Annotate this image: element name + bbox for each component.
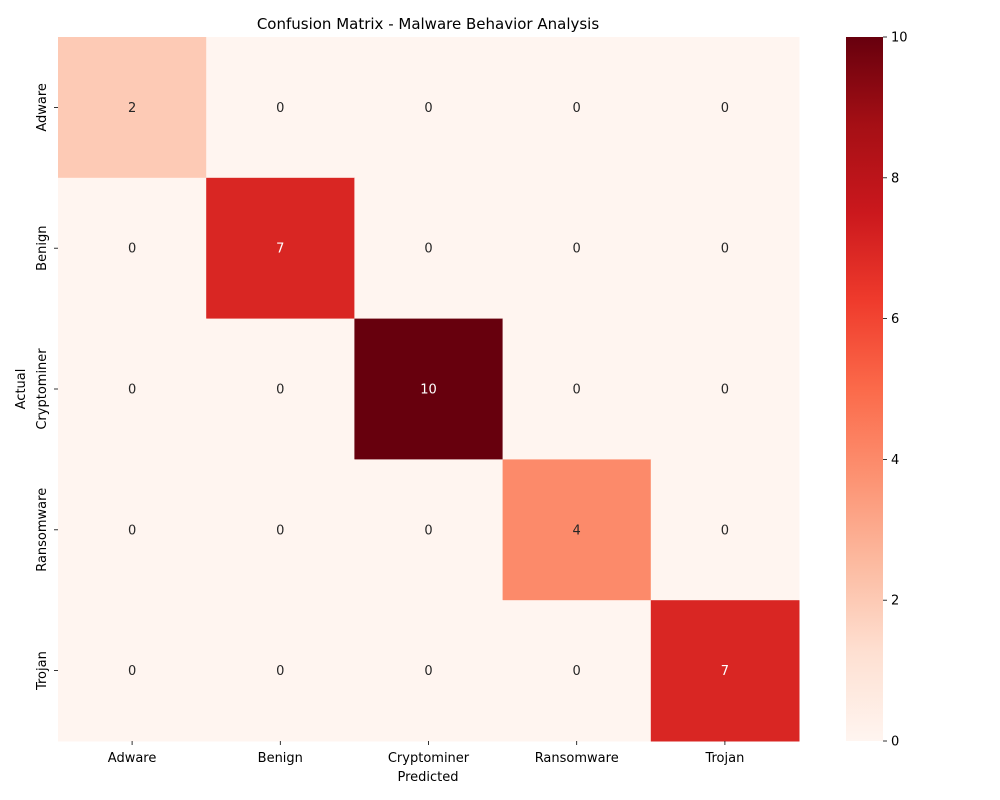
x-tick-label: Benign: [258, 751, 303, 766]
cell-value-label: 0: [573, 101, 581, 116]
heatmap-cell: [354, 459, 504, 601]
x-tick-label: Trojan: [704, 751, 744, 766]
heatmap-cell: [502, 37, 652, 179]
heatmap-cell: [58, 37, 207, 179]
x-axis-label: Predicted: [397, 770, 458, 785]
cell-value-label: 0: [424, 242, 432, 257]
x-tick-label: Ransomware: [535, 751, 619, 766]
cell-value-label: 0: [276, 523, 284, 538]
heatmap-cell: [650, 177, 800, 320]
cell-value-label: 0: [128, 383, 136, 398]
heatmap-cell: [354, 318, 504, 460]
y-tick-label: Benign: [35, 226, 50, 271]
x-tick-label: Adware: [108, 751, 157, 766]
x-tick-label: Cryptominer: [388, 751, 470, 766]
heatmap-cell: [650, 600, 800, 742]
heatmap-cell: [650, 459, 800, 601]
heatmap-cells: 2 0 0 0 0 0 7 0 0 0 0 0 10 0 0 0 0 0 4 0 0 0 0 0 7: [58, 37, 800, 742]
colorbar-tick-label: 2: [891, 594, 899, 609]
heatmap-cell: [650, 37, 800, 179]
colorbar-axis: 0 2 4 6 8 10: [883, 31, 908, 750]
cell-value-label: 0: [128, 664, 136, 679]
heatmap-cell: [58, 600, 207, 742]
heatmap-cell: [58, 177, 207, 320]
colorbar-tick-label: 6: [891, 312, 899, 327]
y-tick-label: Ransomware: [35, 488, 50, 572]
colorbar-tick-label: 0: [891, 735, 899, 750]
cell-value-label: 7: [276, 242, 284, 257]
heatmap-cell: [58, 318, 207, 460]
chart-title: Confusion Matrix - Malware Behavior Anal…: [257, 15, 600, 33]
y-axis-label: Actual: [14, 369, 29, 410]
heatmap-cell: [206, 600, 355, 742]
colorbar-tick-label: 8: [891, 171, 899, 186]
heatmap-cell: [206, 318, 355, 460]
colorbar: [846, 37, 883, 741]
colorbar-tick-label: 10: [891, 31, 908, 46]
cell-value-label: 0: [721, 101, 729, 116]
cell-value-label: 0: [276, 383, 284, 398]
cell-value-label: 0: [721, 383, 729, 398]
heatmap-cell: [58, 459, 207, 601]
cell-value-label: 0: [276, 664, 284, 679]
y-tick-label: Trojan: [35, 651, 50, 691]
x-axis: Adware Benign Cryptominer Ransomware Trojan: [108, 741, 744, 766]
cell-value-label: 2: [128, 101, 136, 116]
heatmap-cell: [354, 37, 504, 179]
heatmap-cell: [502, 600, 652, 742]
cell-value-label: 0: [424, 101, 432, 116]
heatmap-cell: [502, 318, 652, 460]
heatmap-cell: [502, 459, 652, 601]
cell-value-label: 0: [573, 242, 581, 257]
cell-value-label: 0: [128, 242, 136, 257]
cell-value-label: 4: [573, 523, 581, 538]
cell-value-label: 0: [573, 664, 581, 679]
y-tick-label: Cryptominer: [35, 348, 50, 430]
heatmap-cell: [354, 600, 504, 742]
heatmap-cell: [650, 318, 800, 460]
heatmap-cell: [354, 177, 504, 320]
cell-value-label: 7: [721, 664, 729, 679]
cell-value-label: 0: [276, 101, 284, 116]
cell-value-label: 0: [424, 664, 432, 679]
cell-value-label: 10: [420, 383, 437, 398]
y-tick-label: Adware: [35, 83, 50, 132]
cell-value-label: 0: [721, 242, 729, 257]
y-axis: Adware Benign Cryptominer Ransomware Trojan: [35, 83, 58, 691]
cell-value-label: 0: [573, 383, 581, 398]
heatmap-cell: [206, 177, 355, 320]
cell-value-label: 0: [128, 523, 136, 538]
cell-value-label: 0: [721, 523, 729, 538]
heatmap-cell: [206, 37, 355, 179]
heatmap-cell: [502, 177, 652, 320]
heatmap-cell: [206, 459, 355, 601]
colorbar-tick-label: 4: [891, 453, 899, 468]
cell-value-label: 0: [424, 523, 432, 538]
